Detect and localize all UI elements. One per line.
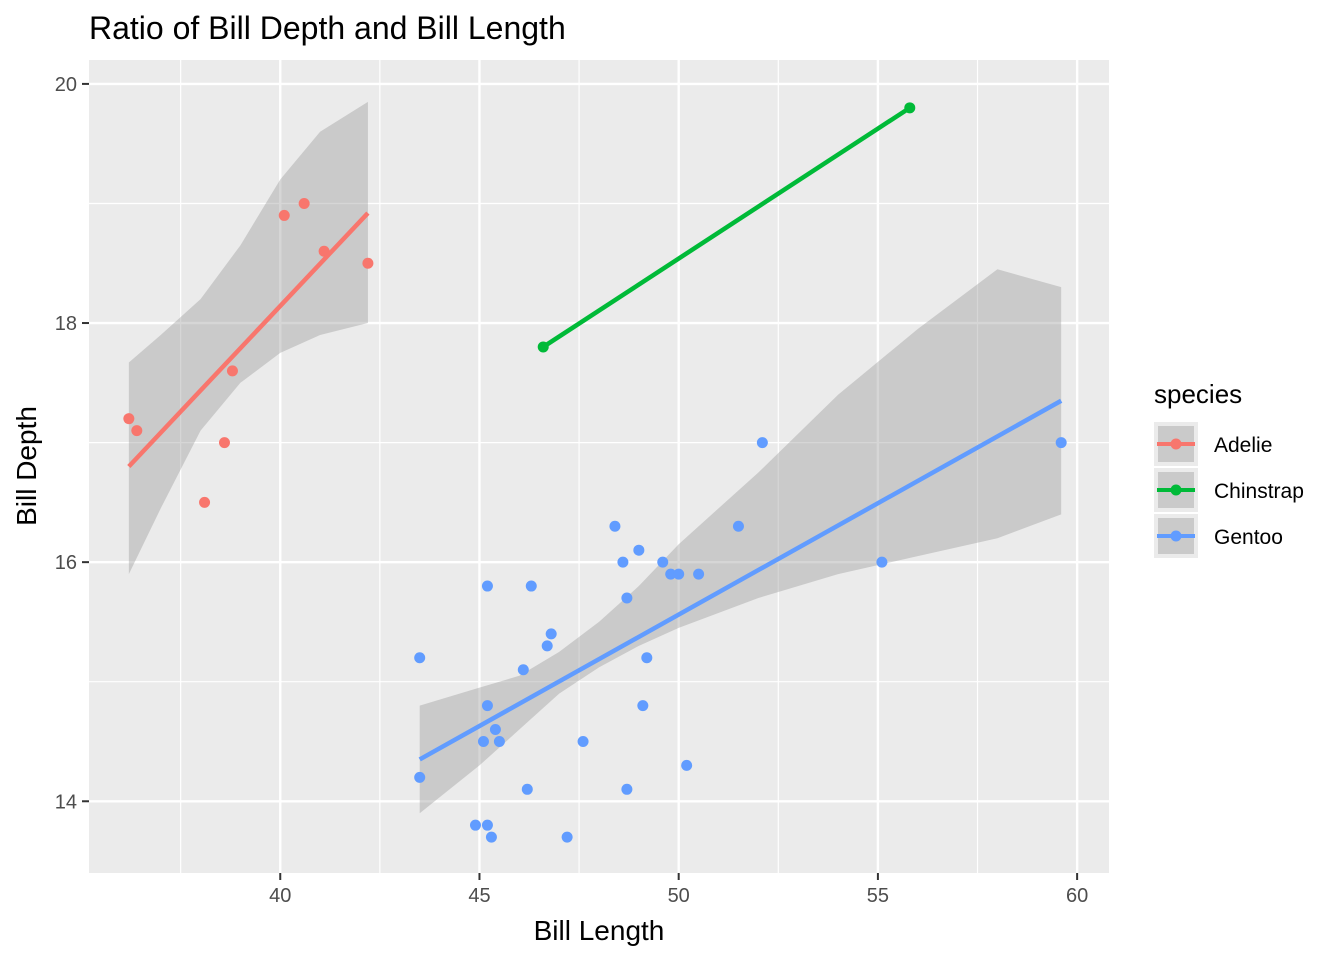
data-point-gentoo bbox=[876, 556, 888, 568]
data-point-gentoo bbox=[414, 652, 426, 664]
legend-key-point bbox=[1170, 484, 1182, 496]
data-point-adelie bbox=[218, 437, 230, 449]
data-point-gentoo bbox=[617, 556, 629, 568]
data-point-gentoo bbox=[561, 831, 573, 843]
data-point-gentoo bbox=[732, 520, 744, 532]
data-point-gentoo bbox=[577, 735, 589, 747]
axes: 40 45 50 55 60 14 16 18 20 bbox=[55, 74, 1089, 907]
x-tick-label: 55 bbox=[867, 885, 889, 907]
data-point-gentoo bbox=[525, 580, 537, 592]
data-points bbox=[123, 102, 1067, 843]
x-tick-label: 40 bbox=[269, 885, 291, 907]
y-tick-label: 18 bbox=[55, 313, 77, 335]
data-point-gentoo bbox=[481, 700, 493, 712]
data-point-gentoo bbox=[633, 544, 645, 556]
y-axis-title: Bill Depth bbox=[11, 406, 42, 526]
data-point-gentoo bbox=[641, 652, 653, 664]
legend-key-point bbox=[1170, 438, 1182, 450]
confidence-band-gentoo bbox=[419, 269, 1062, 814]
legend-key-point bbox=[1170, 530, 1182, 542]
data-point-gentoo bbox=[637, 700, 649, 712]
legend-label-chinstrap: Chinstrap bbox=[1214, 480, 1304, 503]
data-point-adelie bbox=[199, 496, 211, 508]
data-point-gentoo bbox=[673, 568, 685, 580]
fit-line-adelie bbox=[127, 211, 370, 469]
fit-lines bbox=[127, 105, 1063, 762]
x-axis-title: Bill Length bbox=[534, 915, 665, 946]
x-tick-label: 45 bbox=[468, 885, 490, 907]
chart-title: Ratio of Bill Depth and Bill Length bbox=[89, 10, 566, 46]
data-point-adelie bbox=[131, 425, 143, 437]
data-point-gentoo bbox=[657, 556, 669, 568]
data-point-gentoo bbox=[517, 664, 529, 676]
data-point-gentoo bbox=[485, 831, 497, 843]
data-point-gentoo bbox=[481, 819, 493, 831]
data-point-adelie bbox=[298, 197, 310, 209]
data-point-gentoo bbox=[493, 735, 505, 747]
data-point-gentoo bbox=[541, 640, 553, 652]
data-point-gentoo bbox=[477, 735, 489, 747]
data-point-adelie bbox=[226, 365, 238, 377]
legend: species Adelie Chinstrap Gentoo bbox=[1154, 379, 1304, 558]
y-tick-label: 14 bbox=[55, 791, 77, 813]
data-point-gentoo bbox=[681, 759, 693, 771]
data-point-gentoo bbox=[609, 520, 621, 532]
y-tick-label: 20 bbox=[55, 74, 77, 96]
data-point-gentoo bbox=[621, 592, 633, 604]
data-point-gentoo bbox=[693, 568, 705, 580]
data-point-gentoo bbox=[545, 628, 557, 640]
data-point-gentoo bbox=[469, 819, 481, 831]
data-point-gentoo bbox=[1055, 437, 1067, 449]
legend-title: species bbox=[1154, 379, 1242, 409]
data-point-adelie bbox=[123, 413, 135, 425]
fit-line-chinstrap bbox=[541, 105, 912, 349]
x-tick-label: 60 bbox=[1066, 885, 1088, 907]
legend-label-adelie: Adelie bbox=[1214, 434, 1272, 457]
data-point-gentoo bbox=[414, 771, 426, 783]
data-point-adelie bbox=[278, 209, 290, 221]
legend-label-gentoo: Gentoo bbox=[1214, 526, 1283, 549]
x-tick-label: 50 bbox=[668, 885, 690, 907]
fit-line-gentoo bbox=[418, 398, 1063, 762]
data-point-gentoo bbox=[481, 580, 493, 592]
data-point-gentoo bbox=[756, 437, 768, 449]
data-point-gentoo bbox=[489, 724, 501, 736]
data-point-gentoo bbox=[521, 783, 533, 795]
y-tick-label: 16 bbox=[55, 552, 77, 574]
data-point-gentoo bbox=[665, 568, 677, 580]
data-point-gentoo bbox=[621, 783, 633, 795]
data-point-adelie bbox=[362, 257, 374, 269]
